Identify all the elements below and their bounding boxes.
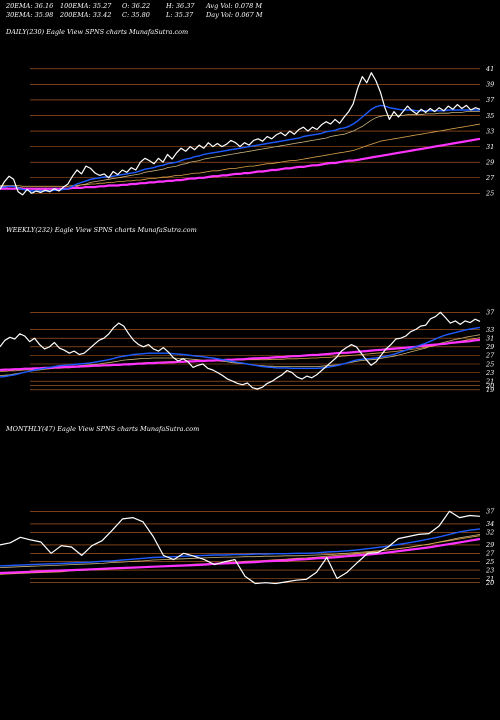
high-readout: H: 36.37 — [166, 2, 195, 10]
y-tick-label: 25 — [485, 558, 494, 566]
y-tick-label: 23 — [485, 369, 494, 377]
avg-volume-readout: Avg Vol: 0.078 M — [206, 2, 263, 10]
close-readout: C: 35.80 — [122, 11, 150, 19]
weekly-chart-title: WEEKLY(232) Eagle View SPNS charts Munaf… — [6, 226, 197, 234]
y-tick-label: 33 — [486, 326, 494, 334]
ema200-line — [0, 137, 481, 190]
y-tick-label: 35 — [486, 112, 494, 120]
y-tick-label: 37 — [486, 309, 495, 317]
ema200-readout: 200EMA: 33.42 — [60, 11, 112, 19]
y-tick-label: 34 — [486, 520, 494, 528]
ema20-readout: 20EMA: 36.16 — [6, 2, 54, 10]
low-readout: L: 35.37 — [166, 11, 194, 19]
y-tick-label: 27 — [485, 352, 495, 360]
y-tick-label: 25 — [485, 190, 494, 198]
ema100-readout: 100EMA: 35.27 — [60, 2, 112, 10]
y-tick-label: 39 — [486, 81, 494, 89]
y-tick-label: 29 — [485, 343, 494, 351]
y-tick-label: 21 — [485, 575, 494, 583]
ema30-readout: 30EMA: 35.98 — [6, 11, 54, 19]
y-tick-label: 29 — [485, 541, 494, 549]
y-tick-label: 19 — [486, 386, 494, 394]
y-tick-label: 31 — [486, 143, 494, 151]
ema20-line — [0, 104, 480, 192]
y-tick-label: 27 — [485, 550, 495, 558]
y-tick-label: 27 — [485, 174, 495, 182]
monthly-chart-title: MONTHLY(47) Eagle View SPNS charts Munaf… — [6, 425, 200, 433]
y-tick-label: 37 — [486, 96, 495, 104]
daily-chart: 41 39 37 35 33 31 29 27 25 — [0, 65, 495, 198]
y-tick-label: 33 — [486, 127, 494, 135]
daily-chart-title: DAILY(230) Eagle View SPNS charts Munafa… — [6, 28, 189, 36]
price-line — [0, 72, 481, 196]
ema200-line — [0, 338, 481, 372]
price-line — [0, 510, 481, 585]
ema100-line — [0, 123, 481, 187]
y-tick-label: 21 — [485, 378, 494, 386]
y-tick-label: 29 — [485, 158, 494, 166]
open-readout: O: 36.22 — [122, 2, 151, 10]
ema20-line — [0, 326, 481, 378]
y-tick-label: 20 — [485, 579, 494, 587]
day-volume-readout: Day Vol: 0.067 M — [206, 11, 263, 19]
y-tick-label: 25 — [485, 360, 494, 368]
y-tick-label: 23 — [485, 566, 494, 574]
price-line — [0, 311, 481, 390]
y-tick-label: 37 — [486, 508, 495, 516]
ema200-line — [0, 537, 481, 575]
y-tick-label: 32 — [486, 529, 494, 537]
y-tick-label: 41 — [485, 65, 494, 73]
ema20-line — [0, 528, 481, 567]
y-tick-label: 31 — [486, 334, 494, 342]
y-tick-label: 20 — [485, 382, 494, 390]
